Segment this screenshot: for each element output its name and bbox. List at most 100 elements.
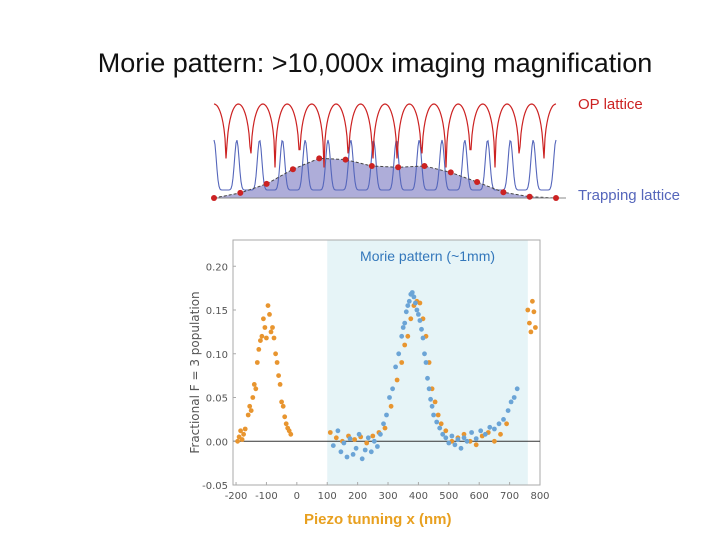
y-tick-label: 0.10 [206, 350, 228, 361]
scatter-point [437, 425, 443, 431]
scatter-point [402, 342, 408, 348]
scatter-point [405, 303, 411, 308]
scatter-point [425, 375, 430, 381]
scatter-point [501, 417, 506, 422]
envelope-dot [342, 156, 349, 163]
y-tick-label: 0.20 [206, 262, 228, 273]
scatter-point [394, 377, 400, 383]
scatter-point [452, 442, 458, 448]
scatter-point [254, 360, 260, 365]
x-tick-label: 0 [294, 491, 300, 502]
scatter-point [406, 298, 412, 304]
scatter-point [482, 431, 488, 437]
envelope-dot [237, 189, 244, 196]
x-tick-label: 300 [378, 491, 397, 502]
scatter-points [235, 290, 538, 462]
scatter-point [443, 435, 449, 441]
scatter-point [413, 300, 418, 306]
scatter-point [419, 326, 424, 332]
scatter-point [378, 431, 383, 437]
op-lattice-curve [213, 103, 557, 168]
scatter-point [288, 431, 294, 437]
scatter-point [428, 396, 433, 402]
scatter-point [359, 456, 365, 462]
x-tick-label: 700 [500, 491, 519, 502]
x-tick-label: 200 [348, 491, 367, 502]
scatter-point [435, 412, 441, 418]
scatter-point [525, 307, 531, 313]
scatter-point [461, 435, 467, 441]
scatter-point [399, 360, 405, 365]
morie-scatter-chart: -200 -100 0 100 200 300 400 500 600 700 800 0.200.… [188, 239, 550, 502]
scatter-point [276, 373, 281, 378]
lattice-illustration [211, 103, 566, 201]
scatter-point [268, 329, 274, 335]
scatter-point [417, 318, 423, 323]
scatter-point [478, 428, 484, 434]
scatter-point [365, 435, 371, 441]
x-axis-label: Piezo tunning x (nm) [304, 511, 452, 528]
x-tick-label: 400 [409, 491, 428, 502]
envelope-dot [368, 163, 375, 169]
scatter-point [429, 403, 435, 409]
scatter-point [514, 386, 520, 392]
x-tick-label: 800 [530, 491, 549, 502]
scatter-point [338, 449, 344, 455]
scatter-point [356, 431, 362, 437]
scatter-point [455, 437, 461, 442]
scatter-point [496, 421, 502, 427]
y-axis-ticks: 0.20 0.15 0.10 0.05 0.00 -0.05 [202, 262, 236, 492]
scatter-point [333, 435, 339, 441]
x-tick-label: -200 [225, 491, 248, 502]
scatter-point [408, 316, 414, 322]
x-axis-ticks: -200 -100 0 100 200 300 400 500 600 700 800 [225, 482, 550, 502]
scatter-point [492, 426, 497, 432]
scatter-point [247, 403, 253, 409]
scatter-point [235, 438, 241, 444]
scatter-point [423, 360, 429, 365]
scatter-point [432, 399, 438, 405]
y-tick-label: 0.05 [206, 394, 228, 405]
scatter-point [440, 431, 446, 437]
scatter-point [344, 454, 350, 460]
scatter-point [279, 399, 284, 405]
scatter-point [473, 436, 479, 441]
scatter-point [403, 309, 409, 315]
scatter-point [248, 408, 254, 413]
scatter-point [504, 421, 509, 427]
scatter-point [335, 428, 341, 434]
scatter-point [353, 445, 359, 451]
x-tick-label: 600 [470, 491, 489, 502]
scatter-point [274, 360, 280, 365]
scatter-point [282, 414, 288, 420]
scatter-point [238, 428, 244, 434]
slide-title: Morie pattern: >10,000x imaging magnific… [97, 48, 653, 78]
scatter-point [267, 312, 272, 317]
scatter-point [531, 309, 537, 315]
scatter-point [271, 335, 277, 341]
scatter-point [250, 395, 256, 400]
x-tick-label: 100 [318, 491, 337, 502]
scatter-point [402, 320, 408, 326]
scatter-point [251, 382, 257, 387]
scatter-point [364, 440, 370, 446]
scatter-point [434, 419, 440, 425]
envelope-dot [289, 166, 296, 173]
scatter-point [384, 412, 389, 418]
scatter-point [352, 437, 357, 442]
scatter-point [368, 449, 374, 455]
scatter-point [426, 386, 432, 392]
scatter-point [327, 430, 333, 435]
scatter-point [258, 338, 263, 343]
scatter-point [528, 329, 534, 335]
envelope-dot [395, 164, 402, 171]
scatter-point [259, 333, 265, 339]
scatter-point [473, 442, 479, 448]
scatter-point [262, 325, 268, 330]
scatter-point [381, 421, 386, 427]
x-tick-label: -100 [255, 491, 278, 502]
scatter-point [245, 412, 251, 418]
scatter-point [443, 428, 449, 434]
scatter-point [530, 298, 535, 304]
